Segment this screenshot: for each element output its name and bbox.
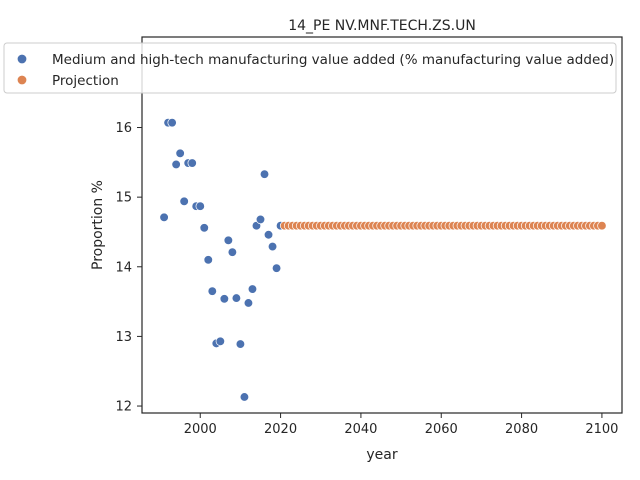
x-tick-label: 2000 [184,422,217,437]
plot-area [141,36,623,414]
plot-frame [141,36,623,414]
data-points [159,117,607,402]
legend-marker-series-1 [16,53,28,65]
legend-marker-projection [16,74,28,86]
data-point [203,255,213,265]
data-point [207,286,217,296]
y-axis-ticks: 12 13 14 15 16 [115,121,142,415]
data-point [231,293,242,303]
data-point [235,339,246,349]
data-point [247,284,258,294]
x-tick-label: 2100 [585,422,618,437]
y-tick-label: 12 [115,400,132,415]
data-point [263,230,274,240]
legend-box [3,42,617,94]
legend-label-projection: Projection [52,73,119,89]
data-point [195,201,205,211]
y-tick-label: 15 [115,191,132,206]
data-point [227,247,238,257]
data-point [179,196,189,206]
legend: Medium and high-tech manufacturing value… [3,42,617,94]
x-tick-label: 2060 [425,422,458,437]
y-tick-label: 13 [115,330,132,345]
y-tick-label: 16 [115,121,132,136]
data-point [199,223,209,233]
data-point [159,212,169,222]
data-point [187,158,197,168]
x-axis-ticks: 2000 2020 2040 2060 2080 2100 [184,413,618,437]
projection-point [597,221,607,231]
data-point [223,235,234,245]
data-point [267,241,278,252]
x-tick-label: 2080 [505,422,538,437]
data-point [259,169,270,179]
x-tick-label: 2040 [344,422,377,437]
data-point [167,117,177,128]
x-axis-label: year [366,447,397,463]
data-point [215,336,225,346]
data-point [239,392,250,402]
y-axis-label: Proportion % [90,180,106,270]
data-point [219,294,229,304]
data-point [243,298,254,308]
y-tick-label: 14 [115,260,132,275]
x-tick-label: 2020 [264,422,297,437]
data-point [271,263,282,273]
legend-label-series-1: Medium and high-tech manufacturing value… [52,52,614,68]
data-point [171,159,181,170]
data-point [175,148,185,158]
chart-title: 14_PE NV.MNF.TECH.ZS.UN [288,18,476,34]
data-point [255,214,266,225]
